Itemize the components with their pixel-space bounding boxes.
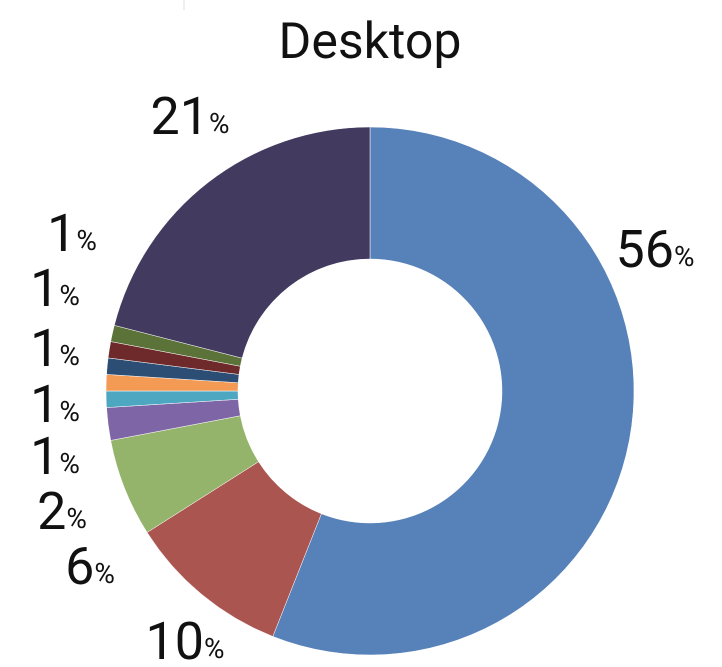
data-label: 21% (151, 86, 230, 147)
donut-slice (113, 126, 371, 359)
data-label: 1% (30, 426, 80, 487)
data-label: 1% (30, 318, 80, 379)
data-label: 6% (65, 536, 115, 597)
data-label: 1% (30, 258, 80, 319)
data-label: 56% (616, 219, 695, 280)
chart-title: Desktop (279, 13, 462, 71)
data-label: 1% (47, 203, 97, 264)
data-label: 2% (37, 481, 87, 542)
data-label: 1% (30, 374, 80, 435)
data-label: 10% (146, 611, 225, 667)
donut-slice (272, 126, 635, 656)
